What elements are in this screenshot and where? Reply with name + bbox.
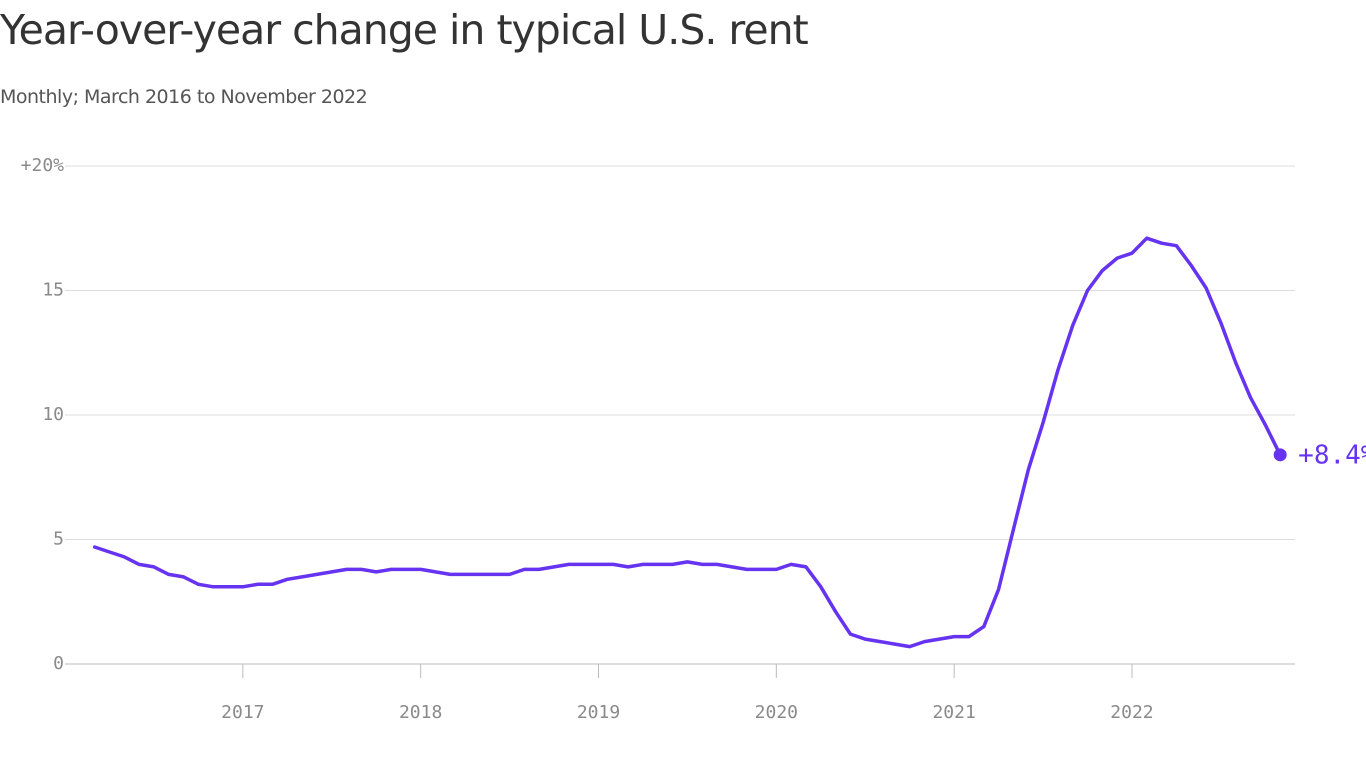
chart-title: Year-over-year change in typical U.S. re… — [0, 6, 809, 54]
x-tick-label: 2018 — [399, 702, 442, 723]
data-line — [92, 236, 1282, 649]
chart-subtitle: Monthly; March 2016 to November 2022 — [0, 86, 367, 108]
y-tick-label: 5 — [53, 529, 64, 550]
x-tick-label: 2022 — [1110, 702, 1153, 723]
x-tick-label: 2019 — [577, 702, 620, 723]
y-tick-label: 15 — [42, 280, 64, 301]
x-tick-label: 2017 — [221, 702, 264, 723]
end-point — [1273, 448, 1287, 462]
end-label: +8.4% — [1298, 440, 1366, 470]
x-tick-label: 2020 — [755, 702, 798, 723]
x-tick-label: 2021 — [932, 702, 975, 723]
y-tick-label: 0 — [53, 653, 64, 674]
y-tick-label: +20% — [21, 155, 65, 176]
y-tick-label: 10 — [42, 404, 64, 425]
